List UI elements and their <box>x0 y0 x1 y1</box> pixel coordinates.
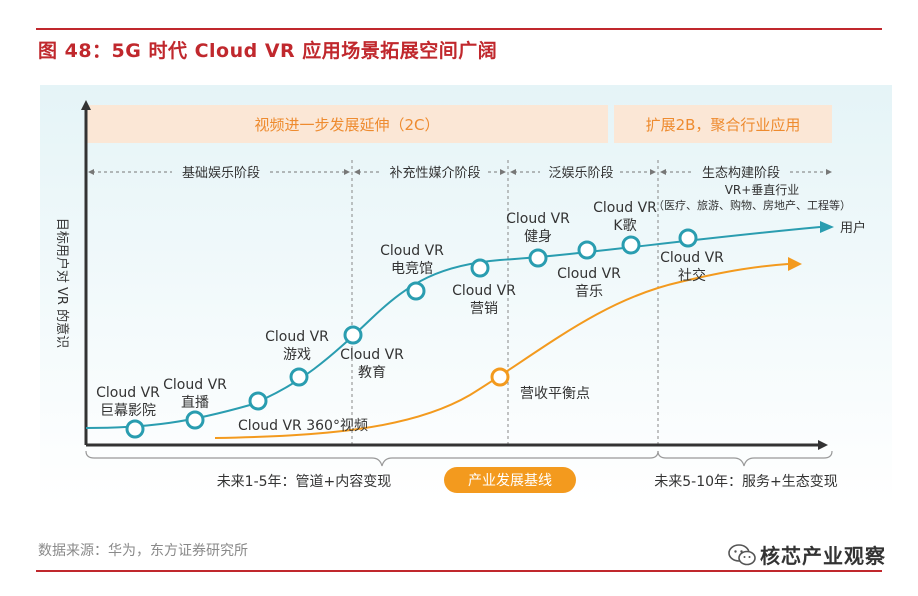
ecosystem-detail-1: VR+垂直行业 <box>725 183 800 197</box>
milestone-markers <box>125 228 698 439</box>
phase-label-pan-entertainment: 泛娱乐阶段 <box>548 166 613 181</box>
bottom-rule <box>36 570 882 572</box>
phase-arrowheads <box>88 169 832 175</box>
brace-right <box>657 450 833 467</box>
bottom-right-label: 未来5-10年：服务+生态变现 <box>654 474 838 490</box>
milestone-education-line1: Cloud VR <box>340 347 404 363</box>
brand-watermark: 核芯产业观察 <box>728 540 886 569</box>
milestone-marker-marketing <box>470 258 490 278</box>
top-rule <box>36 28 882 30</box>
milestone-social-line2: 社交 <box>678 267 706 284</box>
milestone-360-label: Cloud VR 360°视频 <box>238 418 368 434</box>
ecosystem-detail-2: （医疗、旅游、购物、房地产、工程等） <box>653 198 851 212</box>
page-title: 图 48：5G 时代 Cloud VR 应用场景拓展空间广阔 <box>38 40 498 62</box>
phase-label-ecosystem: 生态构建阶段 <box>702 166 780 181</box>
banner-2c-label: 视频进一步发展延伸（2C） <box>254 116 439 134</box>
breakeven-marker <box>490 367 510 387</box>
milestone-marker-karaoke <box>621 235 641 255</box>
milestone-karaoke-line1: Cloud VR <box>593 200 657 216</box>
user-curve-label: 用户 <box>840 220 866 236</box>
diagram-background <box>40 85 892 505</box>
milestone-imax-line2: 巨幕影院 <box>100 403 156 419</box>
banner-2b <box>614 105 832 143</box>
milestone-esports-line2: 电竞馆 <box>391 260 433 277</box>
milestone-music-line2: 音乐 <box>575 283 603 300</box>
industry-curve-arrowhead <box>788 257 802 271</box>
milestone-marker-music <box>577 240 597 260</box>
phase-label-supplementary: 补充性媒介阶段 <box>389 165 480 181</box>
y-axis-label: 目标用户对 VR 的意识 <box>54 218 70 348</box>
milestone-imax-line1: Cloud VR <box>96 385 160 401</box>
milestone-marker-education <box>343 325 363 345</box>
milestone-education-line2: 教育 <box>358 365 386 381</box>
milestone-game-line1: Cloud VR <box>265 329 329 345</box>
milestone-marker-imax <box>125 419 145 439</box>
milestone-marker-fitness <box>528 248 548 268</box>
milestone-fitness-line2: 健身 <box>524 229 552 245</box>
milestone-esports-line1: Cloud VR <box>380 243 444 259</box>
wechat-icon <box>728 543 756 565</box>
source-note: 数据来源：华为，东方证券研究所 <box>38 543 248 559</box>
bottom-left-label: 未来1-5年：管道+内容变现 <box>217 473 392 490</box>
milestone-marker-social <box>678 228 698 248</box>
milestone-music-line1: Cloud VR <box>557 266 621 282</box>
milestone-marker-360 <box>248 391 268 411</box>
baseline-pill <box>444 467 576 493</box>
milestone-marketing-line1: Cloud VR <box>452 283 516 299</box>
baseline-pill-label: 产业发展基线 <box>468 472 552 489</box>
industry-baseline-curve <box>214 263 789 439</box>
milestone-live-line1: Cloud VR <box>163 377 227 393</box>
milestone-marketing-line2: 营销 <box>470 301 498 317</box>
brand-name: 核芯产业观察 <box>760 544 886 568</box>
milestone-fitness-line1: Cloud VR <box>506 211 570 227</box>
banner-2b-label: 扩展2B，聚合行业应用 <box>646 116 801 134</box>
milestone-marker-live <box>185 410 205 430</box>
milestone-game-line2: 游戏 <box>283 347 311 363</box>
phase-label-basic: 基础娱乐阶段 <box>182 166 260 181</box>
milestone-karaoke-line2: K歌 <box>613 218 636 234</box>
milestone-live-line2: 直播 <box>181 394 209 411</box>
milestone-marker-game <box>289 367 309 387</box>
user-curve-arrowhead <box>820 221 834 233</box>
breakeven-label: 营收平衡点 <box>520 386 590 402</box>
milestone-marker-esports <box>406 281 426 301</box>
banner-2c <box>86 105 608 143</box>
brace-left <box>85 450 659 467</box>
milestone-social-line1: Cloud VR <box>660 250 724 266</box>
